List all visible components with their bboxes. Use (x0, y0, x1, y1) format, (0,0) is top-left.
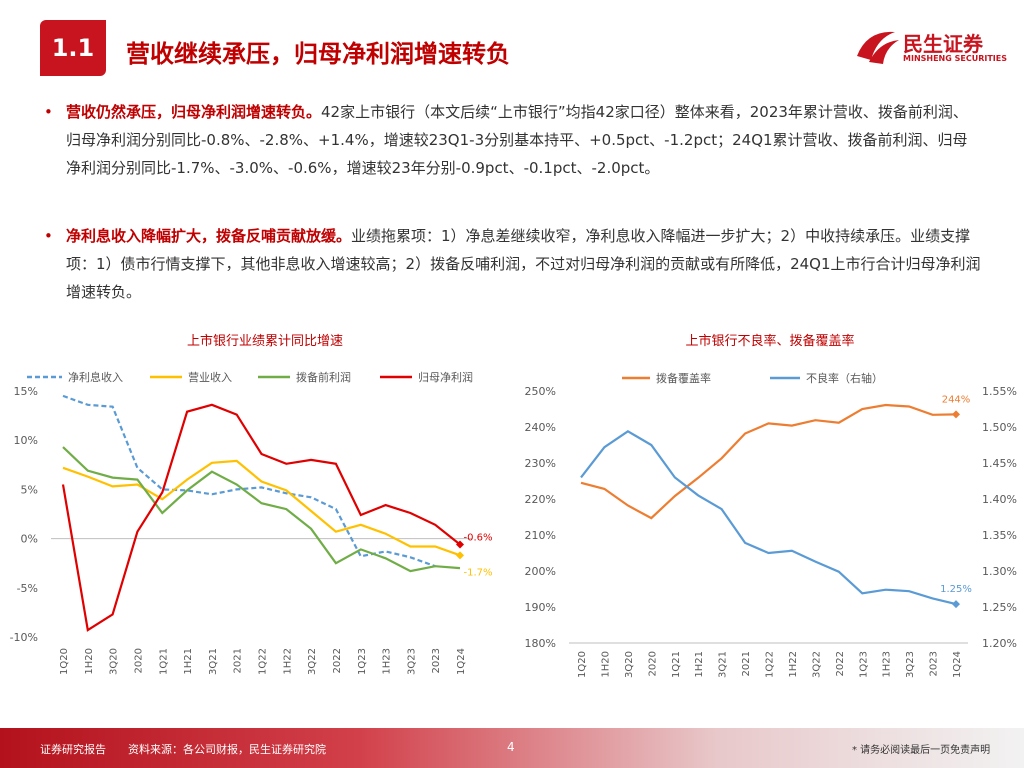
x-tick-label: 3Q20 (624, 651, 635, 678)
y-tick-label: -5% (17, 582, 38, 595)
y-tick-label: 15% (14, 385, 38, 398)
x-tick-label: 2023 (929, 651, 940, 676)
x-tick-label: 1H20 (600, 651, 611, 678)
series-line (62, 459, 461, 557)
series-line (62, 446, 461, 573)
logo-en: MINSHENG SECURITIES (903, 54, 1007, 63)
y-tick-label: 230% (525, 457, 556, 470)
bullet-text: 42家上市银行（本文后续“上市银行”均指42家口径）整体来看，2023年累计营收… (66, 103, 968, 177)
y2-tick-label: 1.20% (982, 637, 1017, 650)
x-tick-label: 2021 (233, 648, 244, 673)
x-tick-label: 1Q20 (577, 651, 588, 678)
x-tick-label: 3Q21 (718, 651, 729, 678)
footer-bar (0, 728, 1024, 768)
x-tick-label: 3Q22 (811, 651, 822, 678)
x-tick-label: 1H22 (282, 648, 293, 675)
x-tick-label: 3Q23 (905, 651, 916, 678)
x-tick-label: 2022 (332, 648, 343, 673)
x-tick-label: 1Q23 (858, 651, 869, 678)
disclaimer: * 请务必阅读最后一页免责声明 (852, 745, 991, 756)
legend-label: 归母净利润 (418, 370, 473, 384)
legend-label: 不良率（右轴） (806, 371, 883, 385)
point-marker (952, 600, 960, 609)
y-tick-label: 240% (525, 421, 556, 434)
y-tick-label: 250% (525, 385, 556, 398)
legend-label: 营业收入 (188, 370, 232, 384)
y2-tick-label: 1.50% (982, 421, 1017, 434)
data-label: -1.7% (463, 567, 492, 578)
x-tick-label: 3Q22 (307, 648, 318, 675)
x-tick-label: 1Q24 (456, 648, 467, 675)
bullet-lead: 净利息收入降幅扩大，拨备反哺贡献放缓。 (66, 227, 352, 245)
bullet: • 净利息收入降幅扩大，拨备反哺贡献放缓。业绩拖累项：1）净息差继续收窄，净利息收… (44, 227, 981, 301)
series-line (62, 394, 436, 568)
page-title: 营收继续承压，归母净利润增速转负 (126, 40, 510, 68)
y-tick-label: 190% (525, 601, 556, 614)
y-tick-label: 200% (525, 565, 556, 578)
x-tick-label: 1Q20 (59, 648, 70, 675)
x-tick-label: 1Q21 (158, 648, 169, 675)
x-tick-label: 2020 (133, 648, 144, 673)
data-label: -0.6% (463, 533, 492, 544)
y-tick-label: 210% (525, 529, 556, 542)
data-label: 244% (942, 394, 971, 405)
x-tick-label: 1H22 (788, 651, 799, 678)
y-tick-label: 180% (525, 637, 556, 650)
series-line (580, 430, 957, 606)
y-tick-label: 5% (21, 483, 38, 496)
legend-label: 拨备覆盖率 (656, 371, 711, 385)
x-tick-label: 3Q21 (208, 648, 219, 675)
x-tick-label: 1Q24 (952, 651, 963, 678)
logo-icon (857, 31, 899, 64)
bullet-lead: 营收仍然承压，归母净利润增速转负。 (66, 103, 322, 121)
x-tick-label: 1Q22 (258, 648, 269, 675)
x-tick-label: 1H21 (183, 648, 194, 675)
x-tick-label: 2023 (431, 648, 442, 673)
chart-title: 上市银行业绩累计同比增速 (187, 333, 343, 349)
x-tick-label: 1H20 (84, 648, 95, 675)
x-tick-label: 1Q23 (357, 648, 368, 675)
y-tick-label: 10% (14, 434, 38, 447)
x-tick-label: 2020 (647, 651, 658, 676)
y2-tick-label: 1.25% (982, 601, 1017, 614)
x-tick-label: 1Q22 (765, 651, 776, 678)
data-label: 1.25% (940, 584, 972, 595)
y-tick-label: -10% (10, 631, 38, 644)
chart-title: 上市银行不良率、拨备覆盖率 (685, 333, 854, 349)
footer-source: 资料来源：各公司财报，民生证券研究院 (128, 743, 326, 756)
point-marker (952, 410, 960, 419)
x-tick-label: 1H23 (882, 651, 893, 678)
x-tick-label: 1H21 (694, 651, 705, 678)
y-tick-label: 0% (21, 533, 38, 546)
series-line (61, 403, 461, 632)
footer-label: 证券研究报告 (40, 743, 106, 756)
y2-tick-label: 1.30% (982, 565, 1017, 578)
bullet-text: 业绩拖累项：1）净息差继续收窄，净利息收入降幅进一步扩大；2）中收持续承压。业绩… (66, 227, 981, 301)
x-tick-label: 2022 (835, 651, 846, 676)
logo-text: 民生证券 (903, 32, 983, 56)
x-tick-label: 1Q21 (671, 651, 682, 678)
y2-tick-label: 1.55% (982, 385, 1017, 398)
bullet: • 营收仍然承压，归母净利润增速转负。42家上市银行（本文后续“上市银行”均指42… (44, 103, 968, 177)
x-tick-label: 1H23 (382, 648, 393, 675)
y2-tick-label: 1.40% (982, 493, 1017, 506)
section-badge: 1.1 (40, 20, 106, 76)
legend-label: 净利息收入 (68, 370, 123, 384)
y2-tick-label: 1.35% (982, 529, 1017, 542)
page-number: 4 (507, 740, 515, 754)
series-line (580, 403, 957, 520)
x-tick-label: 3Q23 (406, 648, 417, 675)
y-tick-label: 220% (525, 493, 556, 506)
y2-tick-label: 1.45% (982, 457, 1017, 470)
legend-label: 拨备前利润 (296, 370, 351, 384)
point-marker (456, 540, 464, 549)
point-marker (456, 551, 464, 560)
x-tick-label: 2021 (741, 651, 752, 676)
charts: 上市银行业绩累计同比增速 -10% -5% 0% 5% 10% 15% 1Q20 1H20 3Q2… (10, 333, 1017, 678)
x-tick-label: 3Q20 (109, 648, 120, 675)
